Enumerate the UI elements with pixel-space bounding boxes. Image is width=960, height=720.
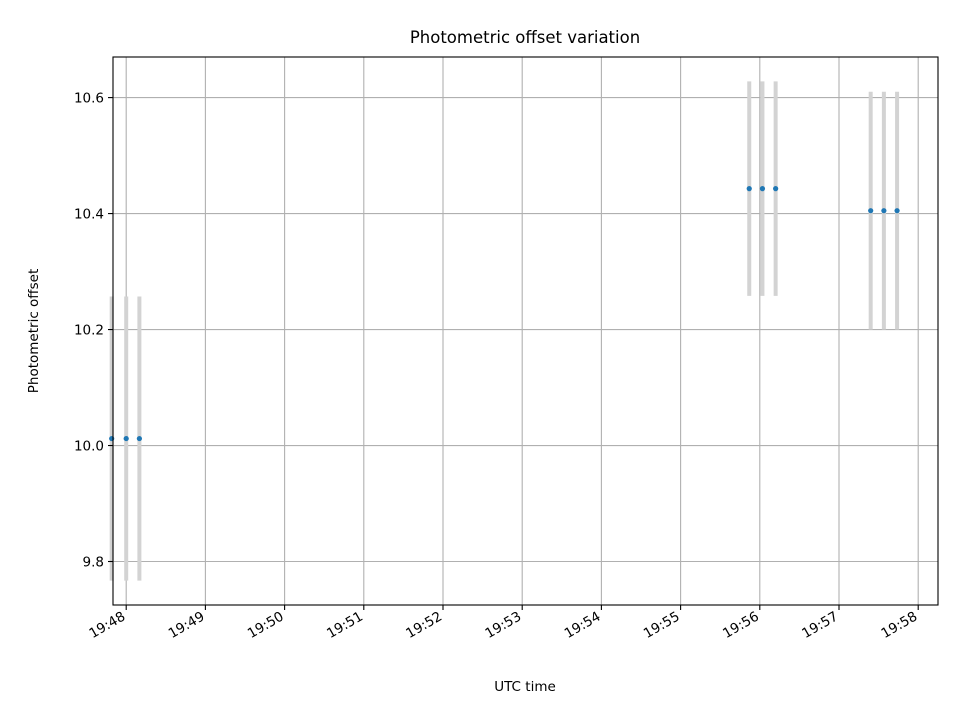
y-tick-label: 10.6 [74, 91, 104, 107]
x-tick-label: 19:56 [720, 609, 762, 642]
data-point [746, 186, 752, 192]
x-tick-label: 19:48 [87, 609, 129, 642]
y-tick-label: 10.2 [74, 323, 104, 339]
x-tick-label: 19:58 [879, 609, 921, 642]
x-tick-label: 19:55 [641, 609, 683, 642]
data-point [123, 435, 129, 442]
y-tick-label: 10.4 [74, 207, 104, 223]
x-tick-label: 19:50 [245, 609, 287, 642]
plot-frame [112, 56, 939, 606]
y-tick-label: 9.8 [83, 555, 104, 571]
grid-layer [113, 57, 938, 605]
point-layer [109, 186, 900, 442]
errorbar-layer [109, 81, 900, 581]
data-point [773, 186, 779, 192]
y-tick-label: 10.0 [74, 439, 104, 455]
data-point [136, 435, 142, 442]
x-tick-label: 19:53 [483, 609, 525, 642]
x-tick-label: 19:57 [799, 609, 841, 642]
y-axis-label: Photometric offset [26, 269, 42, 393]
x-tick-label: 19:52 [403, 609, 445, 642]
x-tick-label: 19:54 [562, 609, 604, 642]
data-point [759, 186, 766, 192]
data-point [881, 208, 887, 214]
x-tick-label: 19:49 [166, 609, 208, 642]
tick-layer: 19:48 19:49 19:50 19:51 19:52 19:53 19:54 19:55… [74, 91, 920, 642]
chart-title: Photometric offset variation [410, 28, 640, 47]
data-point [868, 208, 874, 214]
x-axis-label: UTC time [494, 679, 556, 695]
data-point [894, 208, 900, 214]
x-tick-label: 19:51 [324, 609, 366, 642]
